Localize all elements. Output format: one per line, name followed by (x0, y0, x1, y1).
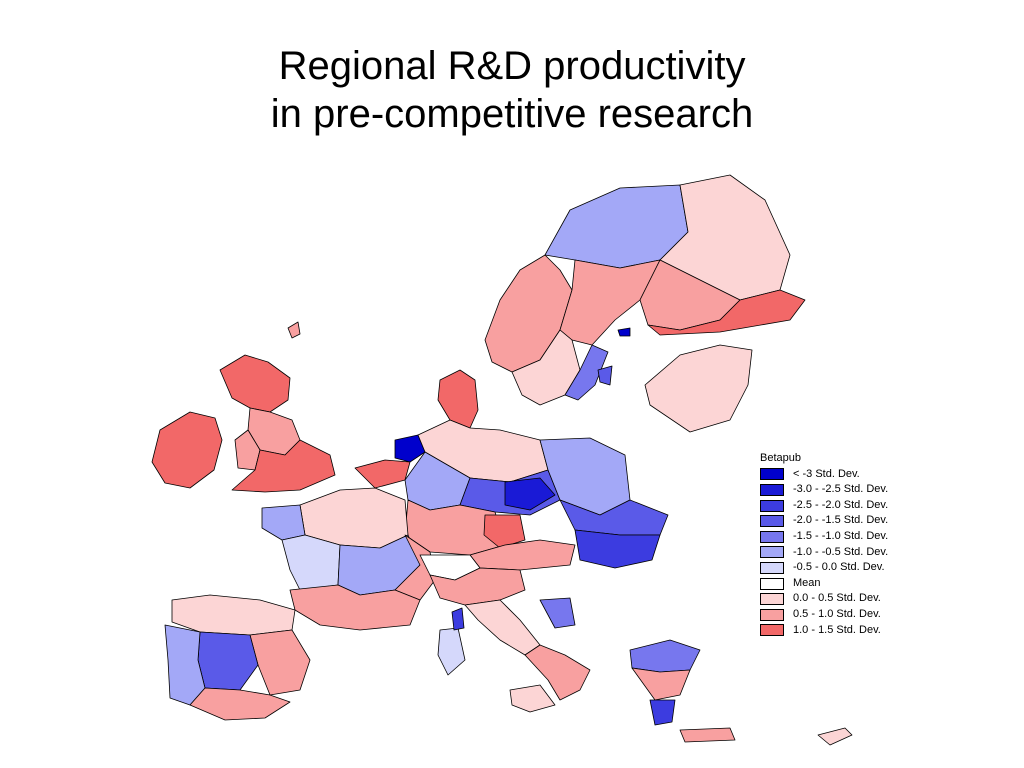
region-france-west (281, 534, 341, 591)
legend-swatch (760, 561, 784, 574)
region-shetland (287, 321, 301, 339)
region-italy-north (429, 567, 526, 606)
region-netherlands (394, 434, 426, 463)
legend-label: -3.0 - -2.5 Std. Dev. (793, 483, 889, 496)
region-aland (617, 327, 631, 337)
region-sweden-east (564, 344, 609, 401)
legend-swatch (760, 515, 784, 528)
region-denmark (437, 369, 479, 429)
region-spain-north (171, 594, 296, 636)
region-brittany (261, 504, 306, 541)
legend-item: -2.0 - -1.5 Std. Dev. (760, 513, 888, 529)
title-line-1: Regional R&D productivity (278, 44, 746, 88)
map-legend: Betapub < -3 Std. Dev. -3.0 - -2.5 Std. … (760, 451, 888, 638)
legend-item: -1.0 - -0.5 Std. Dev. (760, 545, 888, 561)
legend-swatch (760, 608, 784, 621)
legend-swatch (760, 483, 784, 496)
legend-label: -1.5 - -1.0 Std. Dev. (793, 529, 889, 542)
region-sicily (509, 684, 556, 713)
region-scotland (219, 354, 291, 413)
region-spain-east (249, 629, 311, 696)
legend-swatch (760, 468, 784, 481)
legend-item: 1.0 - 1.5 Std. Dev. (760, 623, 888, 639)
region-corsica (451, 607, 465, 631)
region-czech (504, 477, 556, 511)
map-title: Regional R&D productivity in pre-competi… (0, 42, 1024, 138)
region-peloponnese (649, 699, 676, 726)
legend-label: -1.0 - -0.5 Std. Dev. (793, 545, 889, 558)
region-greece-north (629, 639, 701, 673)
legend-swatch (760, 499, 784, 512)
region-belgium (354, 459, 411, 489)
legend-swatch (760, 624, 784, 637)
region-greece-central (631, 667, 691, 701)
legend-items: < -3 Std. Dev. -3.0 - -2.5 Std. Dev. -2.… (760, 467, 888, 639)
region-portugal (164, 624, 206, 706)
legend-label: 1.0 - 1.5 Std. Dev. (793, 623, 881, 636)
region-slovenia (539, 597, 576, 629)
legend-item: 0.5 - 1.0 Std. Dev. (760, 607, 888, 623)
region-spain-south (189, 687, 291, 721)
title-line-2: in pre-competitive research (270, 92, 754, 136)
region-crete (679, 727, 736, 743)
legend-item: -0.5 - 0.0 Std. Dev. (760, 560, 888, 576)
legend-swatch (760, 546, 784, 559)
region-spain-central (197, 631, 259, 691)
legend-item: -3.0 - -2.5 Std. Dev. (760, 482, 888, 498)
region-sardinia (437, 627, 466, 676)
legend-title: Betapub (760, 452, 801, 464)
region-finland-south (647, 289, 806, 336)
legend-label: -2.0 - -1.5 Std. Dev. (793, 514, 889, 527)
region-southern-england (231, 439, 336, 493)
region-cyprus (817, 727, 853, 746)
region-sweden-north (559, 259, 661, 346)
legend-item: 0.0 - 0.5 Std. Dev. (760, 591, 888, 607)
region-hungary (574, 529, 661, 569)
region-baltic-east (644, 344, 753, 433)
legend-item: -1.5 - -1.0 Std. Dev. (760, 529, 888, 545)
legend-item: Mean (760, 576, 888, 592)
legend-label: -2.5 - -2.0 Std. Dev. (793, 498, 889, 511)
legend-item: < -3 Std. Dev. (760, 467, 888, 483)
legend-label: < -3 Std. Dev. (793, 467, 860, 480)
legend-swatch (760, 593, 784, 606)
legend-item: -2.5 - -2.0 Std. Dev. (760, 498, 888, 514)
legend-swatch (760, 577, 784, 590)
legend-label: 0.0 - 0.5 Std. Dev. (793, 592, 881, 605)
legend-swatch (760, 530, 784, 543)
region-italy-central (464, 599, 541, 656)
region-ireland (151, 411, 223, 489)
region-gotland (597, 365, 613, 386)
legend-label: 0.5 - 1.0 Std. Dev. (793, 607, 881, 620)
legend-label: Mean (793, 576, 821, 589)
region-france-south (289, 584, 421, 631)
region-italy-south (524, 644, 591, 701)
legend-label: -0.5 - 0.0 Std. Dev. (793, 561, 885, 574)
